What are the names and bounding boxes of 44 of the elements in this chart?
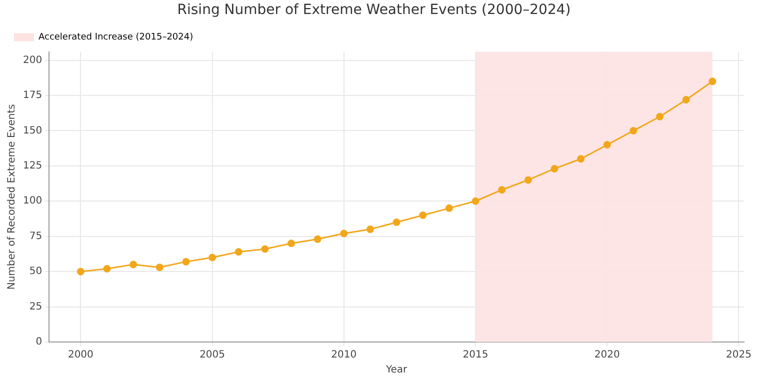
point — [156, 264, 164, 272]
y-axis-title: Number of Recorded Extreme Events — [6, 104, 18, 290]
point — [630, 126, 638, 134]
point — [76, 268, 84, 276]
point — [550, 164, 558, 172]
y-tick-label: 25 — [29, 301, 42, 312]
point — [182, 258, 190, 266]
point — [419, 211, 427, 219]
y-tick-label: 50 — [29, 266, 42, 278]
y-tick-label: 175 — [22, 90, 42, 102]
point — [234, 248, 242, 256]
point — [498, 186, 506, 194]
point — [445, 204, 453, 212]
point — [340, 230, 348, 238]
x-tick-label: 2010 — [331, 350, 357, 361]
point — [314, 235, 322, 243]
y-tick-label: 125 — [22, 160, 42, 172]
point — [603, 141, 611, 149]
point — [261, 245, 269, 253]
point — [288, 240, 296, 248]
y-tick-label: 75 — [29, 230, 42, 242]
point — [682, 96, 690, 104]
point — [366, 226, 374, 234]
point — [524, 176, 532, 184]
x-tick-label: 2025 — [726, 350, 752, 361]
point — [103, 264, 111, 272]
y-tick-label: 0 — [36, 336, 42, 348]
x-axis-title: Year — [384, 364, 408, 376]
point — [130, 260, 138, 268]
point — [656, 112, 664, 120]
chart-title: Rising Number of Extreme Weather Events (2000–2024) — [177, 2, 571, 18]
y-tick-label: 100 — [22, 196, 42, 207]
point — [208, 254, 216, 262]
x-tick-label: 2020 — [594, 350, 620, 361]
point — [472, 197, 480, 205]
point — [708, 78, 716, 86]
x-tick-label: 2005 — [200, 350, 226, 361]
x-tick-label: 2015 — [462, 350, 488, 361]
legend-label: Accelerated Increase (2015–2024) — [38, 32, 194, 43]
point — [392, 218, 400, 226]
y-tick-label: 150 — [22, 125, 42, 136]
x-tick-label: 2000 — [68, 350, 94, 361]
y-tick-label: 200 — [22, 54, 42, 66]
point — [577, 155, 585, 163]
